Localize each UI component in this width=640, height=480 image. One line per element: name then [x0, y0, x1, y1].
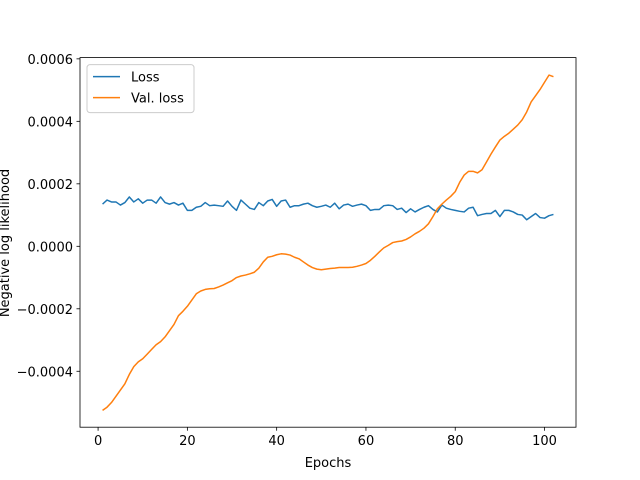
plot-frame [79, 57, 577, 428]
y-tick-label: 0.0000 [28, 240, 74, 255]
y-tick-label: 0.0004 [28, 115, 74, 130]
series-line [102, 196, 554, 221]
legend-label: Val. loss [131, 92, 184, 107]
y-tick-label: −0.0002 [17, 303, 73, 318]
x-tick-label: 80 [447, 434, 464, 449]
y-tick-label: −0.0004 [17, 365, 73, 380]
series-line [102, 74, 554, 411]
y-tick-label: 0.0002 [28, 178, 74, 193]
x-tick-label: 100 [532, 434, 557, 449]
x-tick-label: 0 [94, 434, 102, 449]
x-tick-label: 40 [268, 434, 285, 449]
x-tick-label: 60 [358, 434, 375, 449]
x-axis-label: Epochs [305, 456, 352, 471]
y-axis-label: Negative log likelihood [0, 169, 13, 317]
y-tick-label: 0.0006 [28, 53, 74, 68]
x-tick-label: 20 [179, 434, 196, 449]
legend-label: Loss [131, 71, 160, 86]
legend: Loss Val. loss [86, 64, 195, 114]
